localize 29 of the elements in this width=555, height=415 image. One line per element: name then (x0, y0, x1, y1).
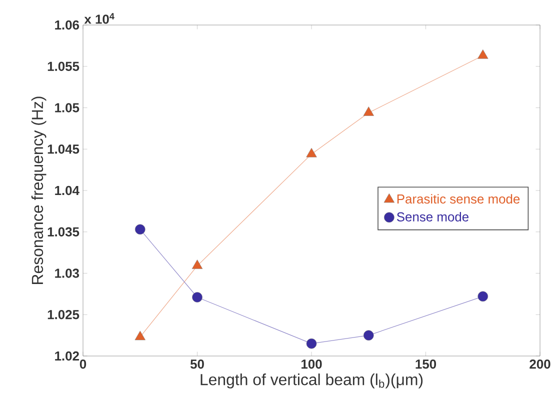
point (306, 338, 317, 349)
y-tick-label: 1.04 (55, 186, 80, 196)
point (134, 224, 146, 235)
y-tick-label: 1.045 (48, 144, 80, 154)
y-tick-label: 1.02 (55, 351, 79, 361)
y-axis-title: Resonance frequency (Hz) (31, 96, 46, 284)
x-tick-label: 0 (80, 360, 86, 369)
x-tick-label: 150 (416, 360, 436, 369)
point (192, 292, 202, 302)
y-tick-label: 1.05 (55, 103, 80, 112)
point (363, 106, 374, 116)
x-tick-label: 200 (530, 360, 550, 369)
y-tick-label: 1.03 (55, 268, 80, 278)
point (478, 291, 488, 302)
x-axis-title: Length of vertical beam (l$_{b}$)(μm) (200, 374, 423, 388)
y-tick-label: 1.06 (55, 20, 80, 30)
x-tick-label: 50 (190, 360, 204, 369)
point (363, 330, 374, 340)
legend-label: Parasitic sense mode (397, 194, 520, 204)
point (192, 260, 203, 269)
point (134, 330, 146, 340)
point (306, 148, 317, 158)
y-tick-label: 1.055 (48, 62, 80, 71)
text: x 10$^{4}$ (84, 13, 114, 24)
x-tick-label: 100 (302, 360, 322, 369)
point (478, 49, 488, 59)
legend-label: Sense mode (396, 212, 468, 222)
y-tick-label: 1.025 (48, 310, 80, 320)
y-tick-label: 1.035 (48, 227, 80, 236)
